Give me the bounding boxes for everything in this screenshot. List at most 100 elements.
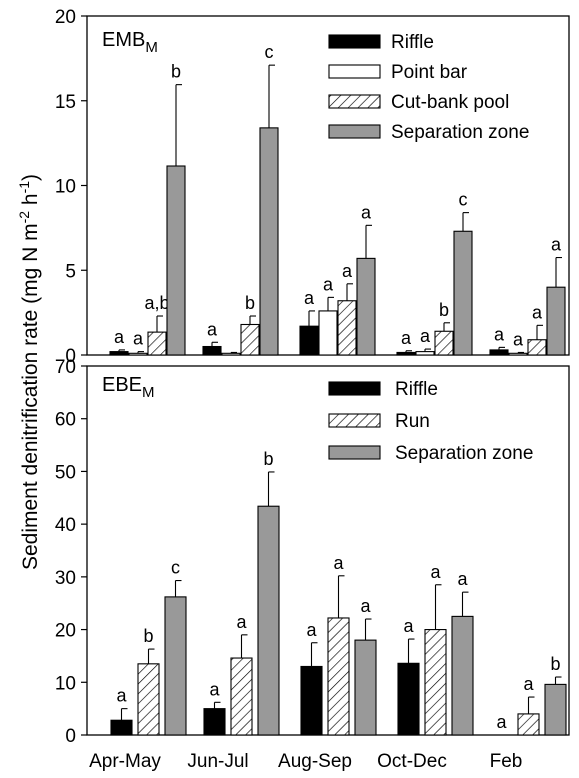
bar [109, 351, 129, 356]
legend-entry: Separation zone [395, 443, 533, 464]
y-axis-label-part: -2 [16, 211, 32, 224]
significance-letter: a [306, 620, 317, 640]
x-tick-label: Apr-May [89, 751, 161, 772]
bar [299, 325, 319, 356]
significance-letter: a [457, 569, 468, 589]
significance-letter: a [133, 329, 144, 349]
y-tick-label: 60 [55, 410, 76, 431]
y-tick-label: 15 [55, 92, 76, 113]
panel-label: EBEM [102, 374, 155, 401]
bar [451, 615, 474, 736]
bar [489, 349, 509, 356]
bar [318, 310, 338, 356]
bar [337, 300, 357, 356]
x-tick-label: Oct-Dec [377, 751, 447, 772]
y-axis-label-part: h [19, 193, 42, 211]
bar [240, 323, 260, 356]
y-axis-label-part: ) [19, 174, 42, 181]
significance-letter: b [245, 293, 255, 313]
y-axis-label: Sediment denitrification rate (mg N m-2 … [16, 174, 42, 570]
bar [546, 286, 566, 356]
significance-letter: a [430, 562, 441, 582]
y-axis-label-part: Sediment denitrification rate (mg N m [19, 223, 42, 570]
panel-label-subscript: M [142, 384, 155, 401]
panel-label-subscript: M [145, 39, 158, 56]
bar [517, 713, 540, 736]
significance-letter: a [360, 596, 371, 616]
significance-letter: a [551, 235, 562, 255]
bar [257, 505, 280, 736]
y-tick-label: 20 [55, 621, 76, 642]
significance-letter: a [236, 612, 247, 632]
y-tick-label: 70 [55, 357, 76, 378]
legend-swatch [328, 94, 381, 109]
legend-entry: Cut-bank pool [391, 92, 509, 113]
bar [396, 351, 416, 356]
bar [453, 230, 473, 356]
significance-letter: a,b [144, 293, 169, 313]
legend-swatch [328, 64, 381, 79]
significance-letter: a [401, 328, 412, 348]
bar [544, 683, 567, 736]
bar [327, 617, 350, 736]
y-tick-label: 40 [55, 515, 76, 536]
significance-letter: a [207, 319, 218, 339]
legend-swatch [328, 445, 381, 460]
significance-letter: c [265, 42, 274, 62]
significance-letter: a [496, 712, 507, 732]
legend-swatch [328, 124, 381, 139]
bar [137, 663, 160, 736]
bar [110, 719, 133, 736]
significance-letter: b [550, 654, 560, 674]
significance-letter: b [263, 449, 273, 469]
bar [128, 352, 148, 356]
y-tick-label: 0 [65, 346, 76, 367]
legend-entry: Riffle [395, 379, 438, 400]
significance-letter: a [494, 324, 505, 344]
x-tick-label: Aug-Sep [278, 751, 352, 772]
significance-letter: b [171, 62, 181, 82]
significance-letter: b [143, 626, 153, 646]
legend-entry: Separation zone [391, 122, 529, 143]
significance-letter: a [342, 261, 353, 281]
y-tick-label: 20 [55, 7, 76, 28]
significance-letter: a [116, 686, 127, 706]
significance-letter: a [532, 302, 543, 322]
bar [356, 257, 376, 356]
y-tick-label: 0 [65, 726, 76, 747]
y-tick-label: 50 [55, 462, 76, 483]
bar [202, 345, 222, 356]
legend-swatch [328, 381, 381, 396]
bar [230, 657, 253, 736]
bar [434, 330, 454, 356]
bar [508, 352, 528, 356]
bar [203, 708, 226, 736]
significance-letter: c [459, 190, 468, 210]
significance-letter: a [304, 288, 315, 308]
significance-letter: a [209, 679, 220, 699]
x-tick-label: Jun-Jul [187, 751, 248, 772]
significance-letter: a [114, 327, 125, 347]
bar [397, 662, 420, 736]
bar [221, 352, 241, 356]
bar [259, 127, 279, 356]
bar [147, 331, 167, 356]
legend-entry: Point bar [391, 62, 468, 83]
legend-swatch [328, 34, 381, 49]
y-tick-label: 5 [65, 261, 76, 282]
bar [166, 165, 186, 356]
significance-letter: a [333, 553, 344, 573]
significance-letter: a [403, 616, 414, 636]
significance-letter: b [439, 300, 449, 320]
significance-letter: a [323, 274, 334, 294]
legend-swatch [328, 413, 381, 428]
bar [300, 665, 323, 736]
significance-letter: a [523, 674, 534, 694]
x-tick-label: Feb [490, 751, 523, 772]
y-tick-label: 10 [55, 673, 76, 694]
bar [424, 629, 447, 736]
y-axis-label-part: -1 [16, 181, 32, 194]
